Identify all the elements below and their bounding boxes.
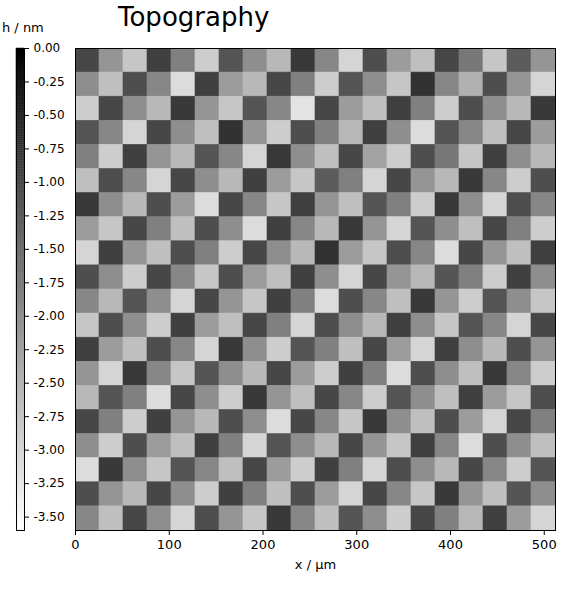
- svg-text:-2.00: -2.00: [34, 309, 65, 323]
- svg-text:-0.50: -0.50: [34, 108, 65, 122]
- html-text:h / nm: h / nm: [2, 20, 44, 35]
- html-text:Topography: Topography: [118, 2, 270, 32]
- svg-text:-0.25: -0.25: [34, 75, 65, 89]
- svg-text:300: 300: [344, 537, 369, 552]
- svg-text:-3.00: -3.00: [34, 443, 65, 457]
- svg-text:0.00: 0.00: [34, 41, 61, 55]
- svg-text:-3.50: -3.50: [34, 510, 65, 524]
- svg-text:-1.75: -1.75: [34, 276, 65, 290]
- svg-text:200: 200: [251, 537, 276, 552]
- svg-text:x / µm: x / µm: [295, 557, 336, 572]
- svg-text:-1.25: -1.25: [34, 209, 65, 223]
- svg-text:0: 0: [71, 537, 79, 552]
- svg-text:-0.75: -0.75: [34, 142, 65, 156]
- svg-text:-3.25: -3.25: [34, 476, 65, 490]
- svg-text:400: 400: [438, 537, 463, 552]
- svg-text:-1.50: -1.50: [34, 242, 65, 256]
- svg-text:100: 100: [157, 537, 182, 552]
- svg-text:500: 500: [532, 537, 557, 552]
- svg-text:-2.75: -2.75: [34, 410, 65, 424]
- svg-text:-1.00: -1.00: [34, 175, 65, 189]
- svg-text:-2.25: -2.25: [34, 343, 65, 357]
- svg-text:-2.50: -2.50: [34, 376, 65, 390]
